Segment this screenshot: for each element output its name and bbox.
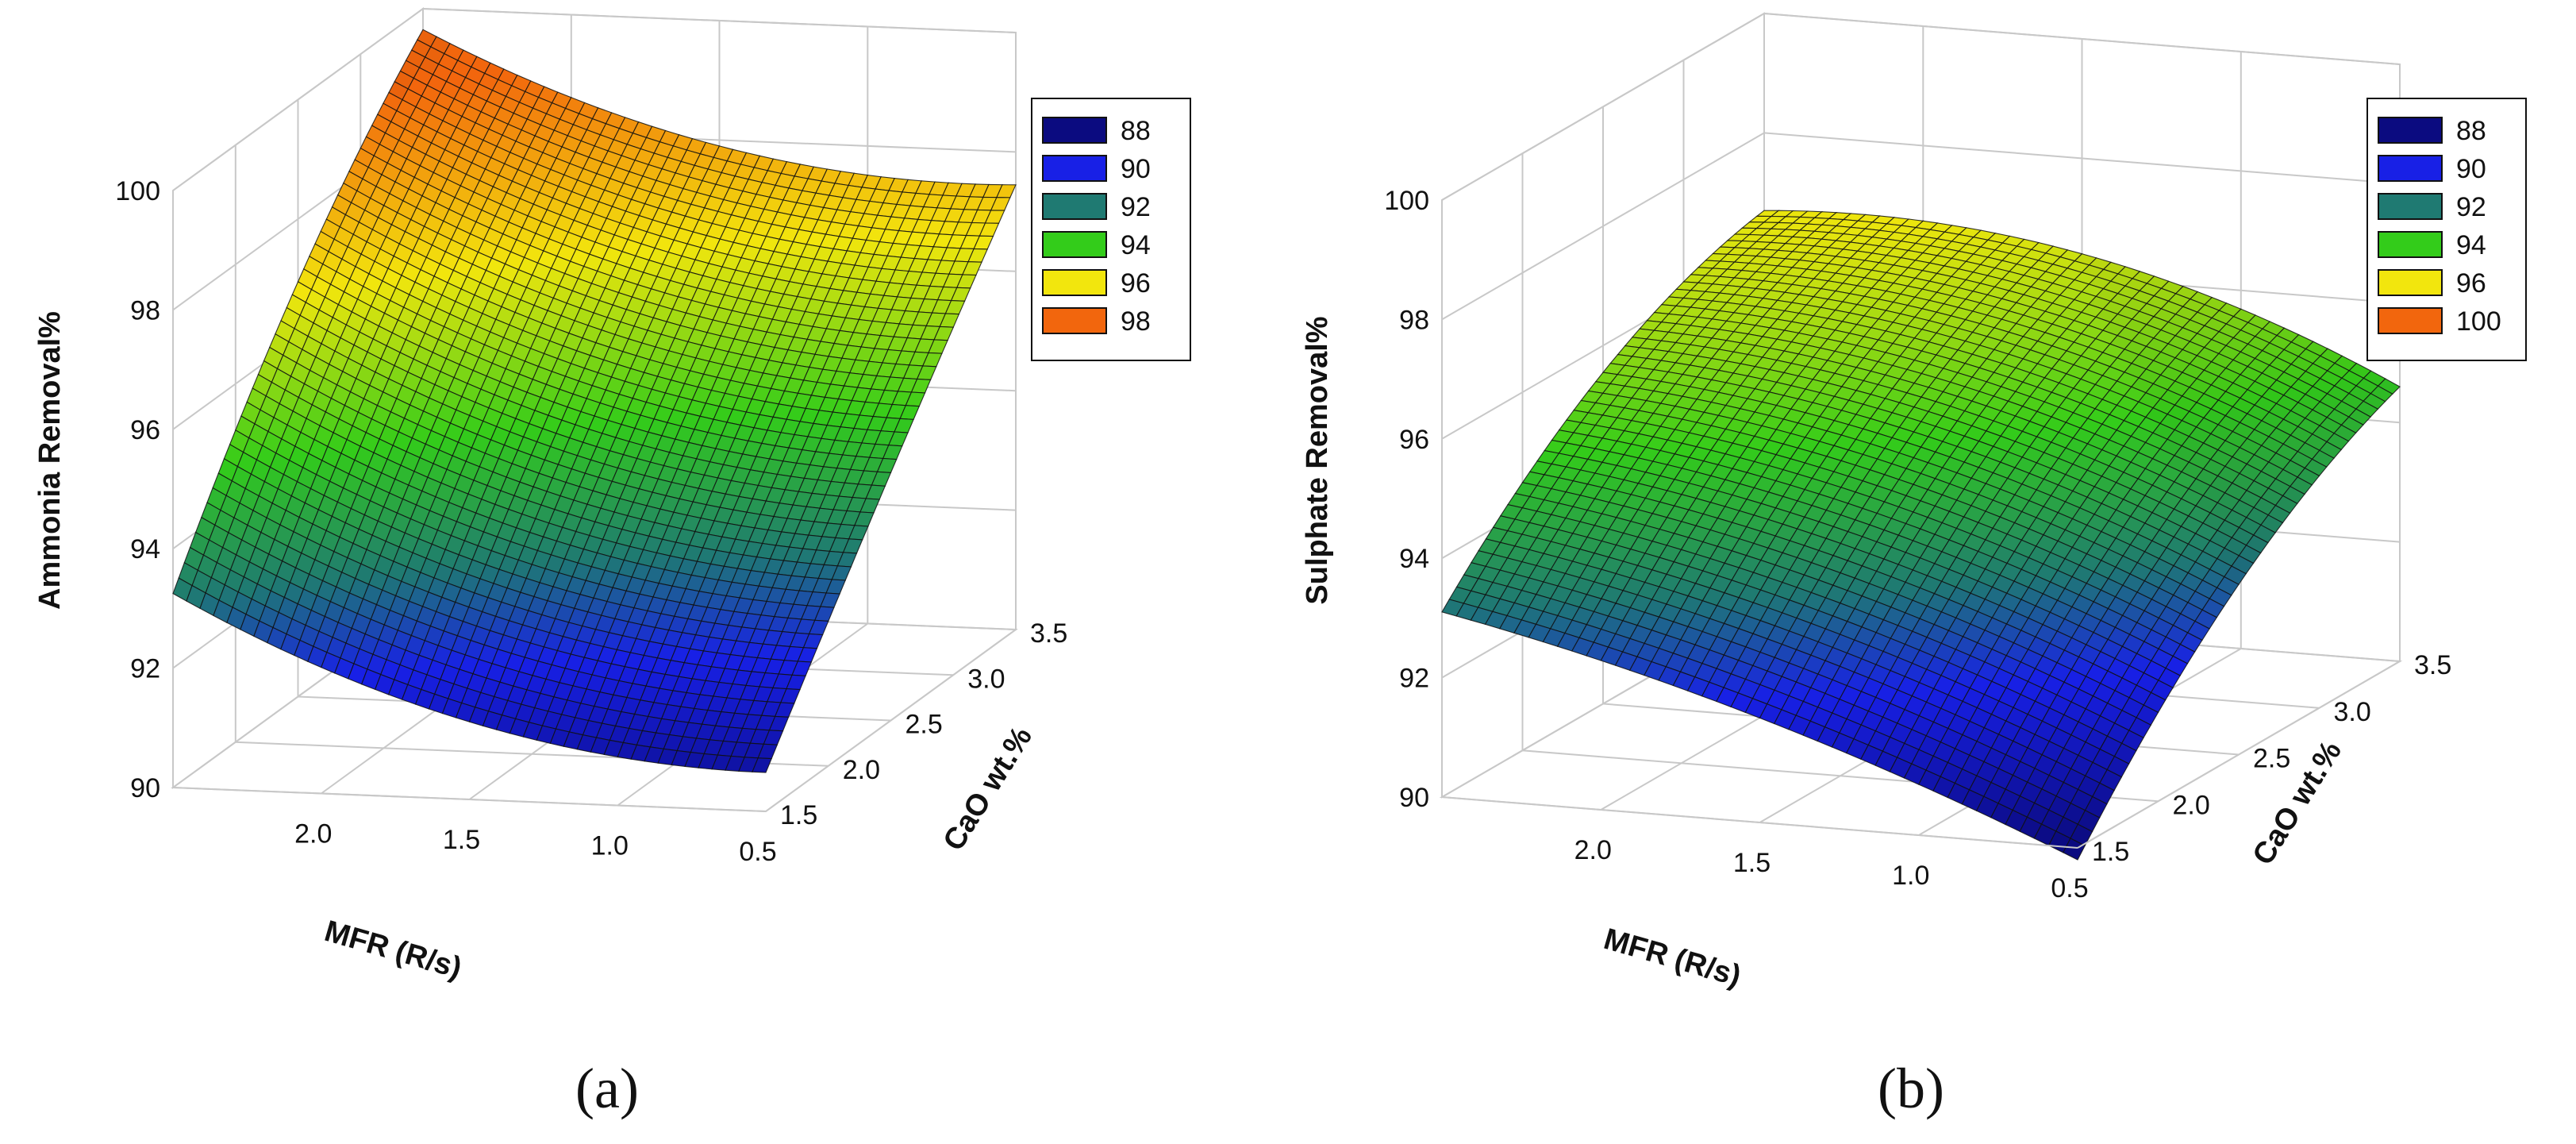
z-gridline-a [172, 7, 1017, 191]
x-tick-label-b: 1.0 [1892, 861, 1929, 891]
surface-mesh-a [172, 29, 1017, 773]
x-tick-label-b: 2.0 [1574, 835, 1612, 865]
legend-label-a: 90 [1121, 154, 1151, 184]
x-tick-label-a: 0.5 [739, 837, 776, 867]
legend-label-b: 92 [2456, 192, 2486, 222]
legend-label-a: 92 [1121, 192, 1151, 222]
legend-label-b: 88 [2456, 116, 2486, 146]
x-tick-label-b: 1.5 [1733, 848, 1771, 878]
z-tick-label-a: 98 [130, 295, 160, 325]
legend-swatch-a [1042, 117, 1107, 144]
z-tick-label-a: 96 [130, 415, 160, 445]
legend-swatch-b [2378, 155, 2443, 182]
x-axis-line-a [172, 787, 767, 812]
y-tick-label-b: 2.0 [2173, 790, 2210, 820]
legend-label-b: 90 [2456, 154, 2486, 184]
z-tick-label-b: 90 [1399, 783, 1429, 813]
panel-label-a: (a) [575, 1057, 639, 1120]
legend-swatch-a [1042, 307, 1107, 334]
legend-swatch-b [2378, 231, 2443, 258]
legend-swatch-a [1042, 155, 1107, 182]
legend-swatch-b [2378, 269, 2443, 296]
y-tick-label-a: 3.0 [967, 664, 1005, 694]
x-axis-title-a: MFR (R/s) [321, 915, 465, 985]
y-tick-label-b: 3.5 [2414, 650, 2451, 680]
x-tick-label-a: 1.5 [443, 825, 480, 855]
legend-swatch-b [2378, 307, 2443, 334]
z-axis-title-b: Sulphate Removal% [1301, 316, 1334, 604]
x-tick-label-a: 2.0 [294, 819, 332, 849]
panel-label-b: (b) [1878, 1057, 1944, 1120]
legend-label-b: 100 [2456, 306, 2501, 337]
z-tick-label-a: 100 [115, 176, 160, 206]
legend-label-a: 96 [1121, 268, 1151, 299]
legend-swatch-a [1042, 231, 1107, 258]
z-tick-label-b: 96 [1399, 425, 1429, 455]
z-tick-label-b: 100 [1384, 186, 1429, 216]
legend-swatch-a [1042, 269, 1107, 296]
legend-a: 88 90 92 94 96 98 [1031, 98, 1191, 361]
legend-label-b: 94 [2456, 230, 2486, 260]
legend-label-a: 94 [1121, 230, 1151, 260]
legend-label-a: 88 [1121, 116, 1151, 146]
legend-swatch-b [2378, 193, 2443, 220]
x-axis-title-b: MFR (R/s) [1600, 923, 1744, 993]
z-tick-label-b: 92 [1399, 664, 1429, 694]
z-axis-title-a: Ammonia Removal% [33, 311, 67, 610]
y-tick-label-b: 2.5 [2253, 744, 2290, 774]
legend-b: 88 90 92 94 96 100 [2366, 98, 2527, 361]
y-tick-label-b: 3.0 [2334, 697, 2371, 727]
y-tick-label-b: 1.5 [2092, 837, 2129, 867]
z-tick-label-b: 94 [1399, 544, 1429, 574]
legend-label-a: 98 [1121, 306, 1151, 337]
z-tick-label-b: 98 [1399, 305, 1429, 335]
legend-swatch-b [2378, 117, 2443, 144]
y-tick-label-a: 2.5 [905, 710, 943, 740]
legend-label-b: 96 [2456, 268, 2486, 299]
y-tick-label-a: 2.0 [843, 755, 880, 785]
x-tick-label-b: 0.5 [2051, 873, 2088, 903]
x-tick-label-a: 1.0 [591, 831, 629, 861]
y-tick-label-a: 3.5 [1030, 618, 1067, 649]
legend-swatch-a [1042, 193, 1107, 220]
z-tick-label-a: 92 [130, 654, 160, 684]
y-axis-title-a: CaO wt.% [937, 721, 1039, 857]
z-tick-label-a: 94 [130, 534, 160, 564]
z-tick-label-a: 90 [130, 773, 160, 803]
y-tick-label-a: 1.5 [780, 800, 817, 830]
